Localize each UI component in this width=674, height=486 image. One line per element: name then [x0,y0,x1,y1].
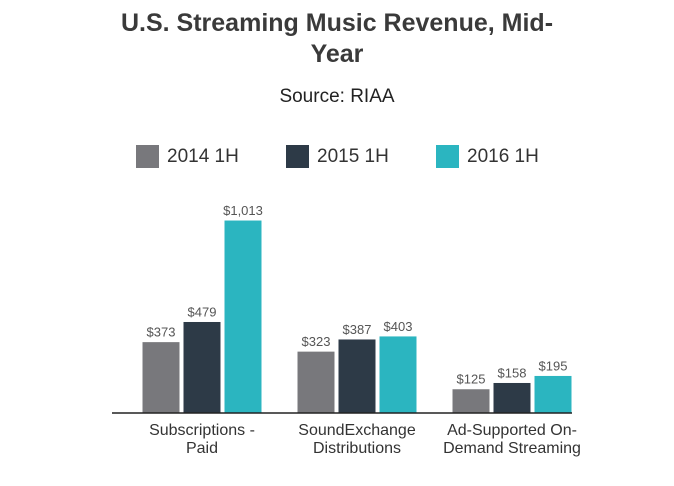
x-tick-label: SoundExchange Distributions [298,422,416,457]
chart-subtitle: Source: RIAA [279,86,395,107]
legend-swatch [136,145,159,168]
value-label: $479 [188,304,217,319]
legend-swatch [436,145,459,168]
bar [338,339,376,413]
bar [493,382,531,413]
bar [183,321,221,413]
value-label: $158 [498,365,527,380]
legend-label: 2016 1H [467,146,539,167]
legend-label: 2014 1H [167,146,239,167]
value-label: $323 [302,334,331,349]
value-label: $387 [343,322,372,337]
bar [297,351,335,413]
bar [452,389,490,413]
value-label: $195 [539,358,568,373]
value-label: $403 [384,319,413,334]
chart-title: U.S. Streaming Music Revenue, Mid-Year [120,9,554,68]
value-label: $125 [457,372,486,387]
value-label: $1,013 [223,203,263,218]
bar [534,375,572,413]
x-tick-label: Ad-Supported On-Demand Streaming [443,422,581,457]
bar [379,336,417,413]
bar [224,220,262,413]
legend-swatch [286,145,309,168]
value-label: $373 [147,325,176,340]
legend-label: 2015 1H [317,146,389,167]
bar [142,342,180,413]
x-tick-label: Subscriptions - Paid [149,422,255,457]
